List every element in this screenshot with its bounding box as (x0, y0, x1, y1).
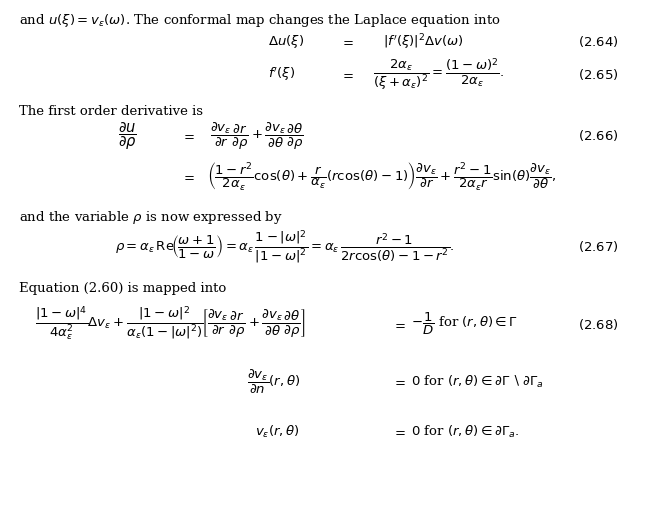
Text: $0$ for $(r,\theta)\in\partial\Gamma\setminus\partial\Gamma_a$: $0$ for $(r,\theta)\in\partial\Gamma\set… (411, 374, 544, 390)
Text: $\rho = \alpha_\varepsilon\,\mathrm{Re}\!\left(\dfrac{\omega+1}{1-\omega}\right): $\rho = \alpha_\varepsilon\,\mathrm{Re}\… (115, 229, 454, 265)
Text: $=$: $=$ (181, 170, 195, 183)
Text: $=$: $=$ (391, 376, 406, 388)
Text: $|f'(\xi)|^2\Delta v(\omega)$: $|f'(\xi)|^2\Delta v(\omega)$ (383, 32, 463, 52)
Text: Equation (2.60) is mapped into: Equation (2.60) is mapped into (19, 282, 226, 295)
Text: $v_\varepsilon(r,\theta)$: $v_\varepsilon(r,\theta)$ (255, 424, 300, 439)
Text: $(2.65)$: $(2.65)$ (578, 67, 619, 82)
Text: $f'(\xi)$: $f'(\xi)$ (268, 65, 295, 83)
Text: and $u(\xi) = v_\varepsilon(\omega)$. The conformal map changes the Laplace equa: and $u(\xi) = v_\varepsilon(\omega)$. Th… (19, 12, 501, 29)
Text: The first order derivative is: The first order derivative is (19, 105, 203, 118)
Text: $(2.67)$: $(2.67)$ (578, 240, 619, 254)
Text: $(2.68)$: $(2.68)$ (578, 317, 619, 332)
Text: $=$: $=$ (391, 318, 406, 331)
Text: $(2.64)$: $(2.64)$ (578, 35, 619, 49)
Text: $=$: $=$ (391, 425, 406, 438)
Text: $0$ for $(r,\theta)\in\partial\Gamma_a.$: $0$ for $(r,\theta)\in\partial\Gamma_a.$ (411, 424, 520, 439)
Text: $-\dfrac{1}{D}$ for $(r,\theta)\in\Gamma$: $-\dfrac{1}{D}$ for $(r,\theta)\in\Gamma… (411, 311, 518, 337)
Text: $=$: $=$ (340, 68, 354, 81)
Text: $\dfrac{\partial u}{\partial \rho}$: $\dfrac{\partial u}{\partial \rho}$ (118, 120, 137, 152)
Text: $\dfrac{2\alpha_\varepsilon}{(\xi + \alpha_\varepsilon)^2} = \dfrac{(1-\omega)^2: $\dfrac{2\alpha_\varepsilon}{(\xi + \alp… (373, 56, 504, 92)
Text: $\dfrac{\partial v_\varepsilon}{\partial r}\dfrac{\partial r}{\partial \rho} + \: $\dfrac{\partial v_\varepsilon}{\partial… (211, 120, 305, 152)
Text: $\Delta u(\xi)$: $\Delta u(\xi)$ (268, 33, 304, 50)
Text: and the variable $\rho$ is now expressed by: and the variable $\rho$ is now expressed… (19, 209, 283, 226)
Text: $\dfrac{\partial v_\varepsilon}{\partial n}(r,\theta)$: $\dfrac{\partial v_\varepsilon}{\partial… (246, 368, 300, 396)
Text: $=$: $=$ (340, 36, 354, 48)
Text: $\dfrac{|1-\omega|^4}{4\alpha_\varepsilon^2}\Delta v_\varepsilon + \dfrac{|1-\om: $\dfrac{|1-\omega|^4}{4\alpha_\varepsilo… (35, 305, 306, 344)
Text: $=$: $=$ (181, 130, 195, 142)
Text: $(2.66)$: $(2.66)$ (578, 129, 619, 143)
Text: $\left(\dfrac{1-r^2}{2\alpha_\varepsilon}\cos(\theta) + \dfrac{r}{\alpha_\vareps: $\left(\dfrac{1-r^2}{2\alpha_\varepsilon… (207, 160, 557, 192)
